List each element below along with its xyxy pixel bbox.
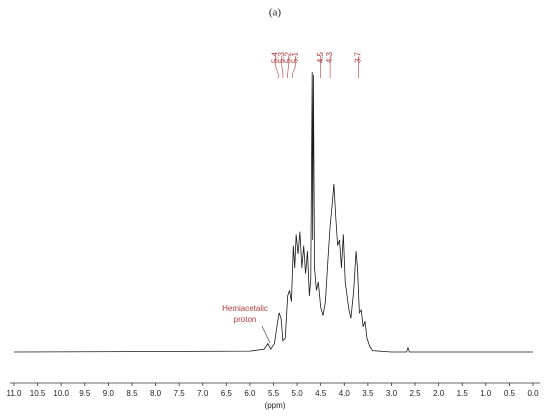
- peak-label-connector: [287, 56, 289, 78]
- annotation-text: Hemiacetalic: [222, 304, 268, 313]
- x-axis-label: (ppm): [265, 401, 286, 410]
- peak-label: 4.5: [316, 51, 325, 63]
- x-tick-label: 3.0: [386, 389, 398, 398]
- x-tick-label: 7.0: [197, 389, 209, 398]
- chart-title: (a): [269, 7, 282, 19]
- x-tick-label: 1.0: [480, 389, 492, 398]
- peak-label: 3.7: [354, 51, 363, 63]
- peak-label: 5.3: [277, 51, 286, 63]
- x-tick-label: 9.5: [79, 389, 91, 398]
- peak-label: 5.4: [271, 51, 280, 63]
- x-tick-label: 1.5: [457, 389, 469, 398]
- x-tick-label: 5.5: [268, 389, 280, 398]
- peak-label: 4.3: [325, 51, 334, 63]
- peak-label-connector: [275, 56, 279, 78]
- x-tick-label: 4.0: [339, 389, 351, 398]
- x-tick-label: 9.0: [103, 389, 115, 398]
- x-tick-label: 10.5: [30, 389, 46, 398]
- peak-label-connector: [281, 56, 284, 78]
- x-tick-label: 5.0: [292, 389, 304, 398]
- x-tick-label: 7.5: [174, 389, 186, 398]
- x-tick-label: 8.0: [150, 389, 162, 398]
- x-tick-label: 3.5: [362, 389, 374, 398]
- peak-label: 5.1: [291, 51, 300, 63]
- x-tick-label: 2.0: [433, 389, 445, 398]
- x-tick-label: 0.0: [527, 389, 539, 398]
- x-tick-label: 10.0: [53, 389, 69, 398]
- x-tick-label: 6.5: [221, 389, 233, 398]
- x-tick-label: 4.5: [315, 389, 327, 398]
- x-tick-label: 2.5: [409, 389, 421, 398]
- spectrum-line: [13, 71, 533, 353]
- peak-label-connector: [292, 56, 296, 78]
- x-tick-label: 6.0: [244, 389, 256, 398]
- peak-label: 5.2: [284, 51, 293, 63]
- annotation-arrow: [261, 325, 271, 344]
- x-tick-label: 0.5: [504, 389, 516, 398]
- annotation-text: proton: [234, 315, 257, 324]
- x-tick-label: 11.0: [7, 389, 23, 398]
- x-tick-label: 8.5: [126, 389, 138, 398]
